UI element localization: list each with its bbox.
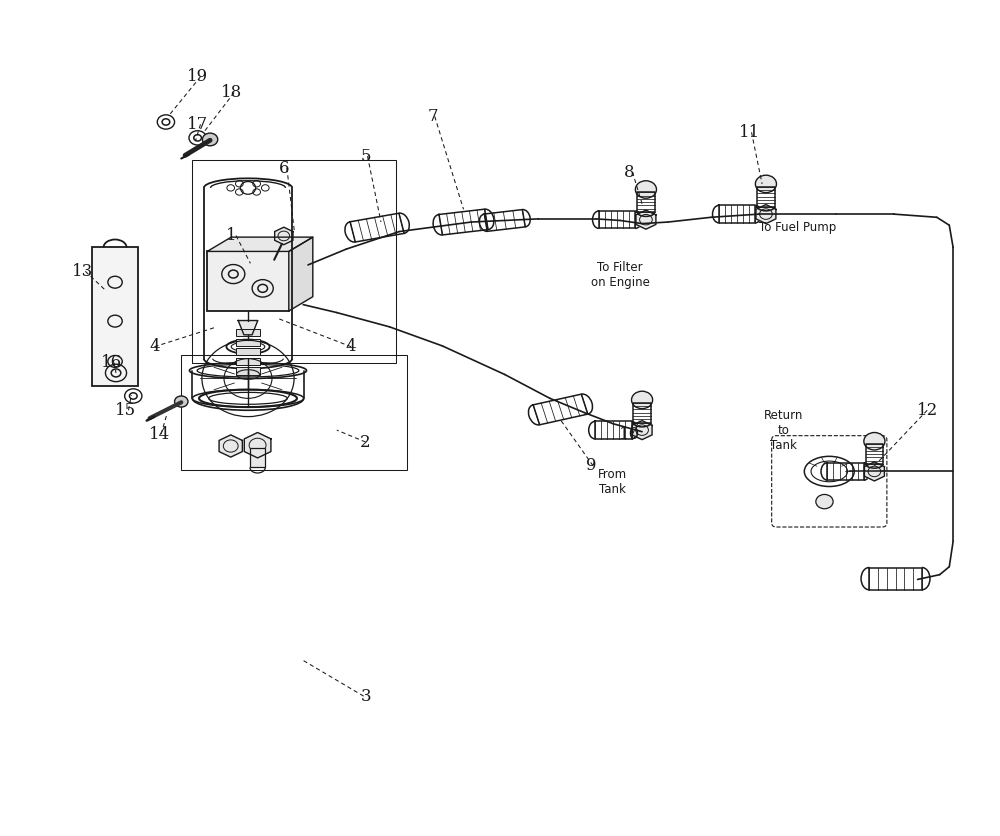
Text: To Filter
on Engine: To Filter on Engine (591, 262, 649, 289)
Text: 9: 9 (586, 457, 596, 474)
Bar (207, 252, 289, 311)
Text: 3: 3 (360, 688, 371, 705)
Polygon shape (632, 421, 652, 440)
Polygon shape (636, 210, 656, 229)
Bar (236, 339, 260, 346)
Text: Return
to
Tank: Return to Tank (764, 409, 803, 451)
Text: 17: 17 (187, 116, 208, 133)
Circle shape (175, 396, 188, 407)
Bar (181, 354, 407, 470)
Circle shape (202, 133, 218, 145)
Text: 1: 1 (226, 227, 237, 244)
Text: 15: 15 (115, 402, 136, 419)
Text: 5: 5 (360, 148, 371, 165)
Text: 2: 2 (360, 434, 371, 451)
Text: 12: 12 (917, 402, 938, 419)
Bar (236, 367, 260, 375)
Text: 19: 19 (187, 69, 208, 85)
Text: 14: 14 (149, 426, 170, 442)
Text: 16: 16 (101, 354, 122, 371)
Polygon shape (244, 432, 271, 458)
Text: 11: 11 (739, 124, 760, 140)
Polygon shape (219, 435, 242, 457)
Bar (250, 447, 265, 467)
Polygon shape (275, 227, 293, 245)
Polygon shape (207, 237, 313, 252)
Polygon shape (864, 461, 884, 481)
Polygon shape (238, 320, 258, 335)
Circle shape (864, 432, 885, 450)
Bar (92, 247, 138, 386)
Bar (192, 161, 396, 363)
Circle shape (755, 176, 776, 192)
Text: 8: 8 (624, 164, 635, 181)
Polygon shape (756, 205, 776, 224)
Text: 6: 6 (279, 160, 289, 176)
Text: From
Tank: From Tank (598, 468, 627, 496)
Polygon shape (289, 237, 313, 311)
Circle shape (816, 494, 833, 509)
Circle shape (635, 181, 656, 198)
Text: 10: 10 (619, 426, 640, 442)
Text: To Fuel Pump: To Fuel Pump (759, 221, 836, 234)
Bar (236, 358, 260, 365)
Text: 4: 4 (149, 339, 160, 355)
Text: 4: 4 (346, 339, 357, 355)
Text: 13: 13 (72, 263, 93, 280)
Bar (236, 329, 260, 336)
Text: 7: 7 (427, 108, 438, 125)
Circle shape (632, 391, 653, 409)
Text: 18: 18 (221, 84, 242, 101)
Bar (236, 349, 260, 355)
